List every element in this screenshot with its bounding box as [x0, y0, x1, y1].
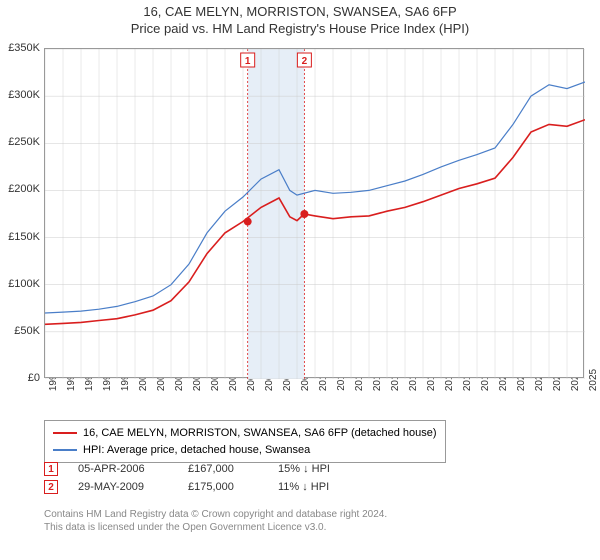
- svg-text:2: 2: [302, 56, 308, 67]
- chart-title: 16, CAE MELYN, MORRISTON, SWANSEA, SA6 6…: [0, 4, 600, 19]
- legend-item: 16, CAE MELYN, MORRISTON, SWANSEA, SA6 6…: [53, 425, 437, 442]
- plot-area: 12: [44, 48, 584, 378]
- legend-item: HPI: Average price, detached house, Swan…: [53, 442, 437, 459]
- legend-swatch: [53, 449, 77, 451]
- transaction-list: 1 05-APR-2006 £167,000 15% ↓ HPI 2 29-MAY-200…: [44, 462, 368, 498]
- legend: 16, CAE MELYN, MORRISTON, SWANSEA, SA6 6…: [44, 420, 446, 463]
- y-tick-label: £100K: [8, 278, 40, 290]
- transaction-dot: [244, 218, 252, 226]
- transaction-delta: 11% ↓ HPI: [278, 481, 368, 493]
- transaction-date: 05-APR-2006: [78, 463, 168, 475]
- y-tick-label: £50K: [14, 325, 40, 337]
- plot-svg: 12: [45, 49, 585, 379]
- title-block: 16, CAE MELYN, MORRISTON, SWANSEA, SA6 6…: [0, 0, 600, 38]
- legend-swatch: [53, 432, 77, 434]
- svg-text:1: 1: [245, 56, 251, 67]
- legend-label: HPI: Average price, detached house, Swan…: [83, 442, 310, 459]
- transaction-row: 1 05-APR-2006 £167,000 15% ↓ HPI: [44, 462, 368, 476]
- chart-subtitle: Price paid vs. HM Land Registry's House …: [0, 21, 600, 36]
- y-tick-label: £300K: [8, 89, 40, 101]
- chart-container: 16, CAE MELYN, MORRISTON, SWANSEA, SA6 6…: [0, 0, 600, 560]
- footer: Contains HM Land Registry data © Crown c…: [44, 508, 387, 534]
- transaction-dot: [300, 210, 308, 218]
- transaction-price: £167,000: [188, 463, 258, 475]
- x-tick-label: 2025: [588, 369, 599, 391]
- transaction-badge: 1: [44, 462, 58, 476]
- transaction-badge: 2: [44, 480, 58, 494]
- y-tick-label: £250K: [8, 136, 40, 148]
- y-tick-label: £350K: [8, 42, 40, 54]
- footer-line-1: Contains HM Land Registry data © Crown c…: [44, 508, 387, 521]
- y-tick-label: £0: [28, 372, 40, 384]
- y-tick-label: £200K: [8, 183, 40, 195]
- transaction-row: 2 29-MAY-2009 £175,000 11% ↓ HPI: [44, 480, 368, 494]
- footer-line-2: This data is licensed under the Open Gov…: [44, 521, 387, 534]
- y-tick-label: £150K: [8, 231, 40, 243]
- transaction-price: £175,000: [188, 481, 258, 493]
- legend-label: 16, CAE MELYN, MORRISTON, SWANSEA, SA6 6…: [83, 425, 437, 442]
- transaction-delta: 15% ↓ HPI: [278, 463, 368, 475]
- transaction-date: 29-MAY-2009: [78, 481, 168, 493]
